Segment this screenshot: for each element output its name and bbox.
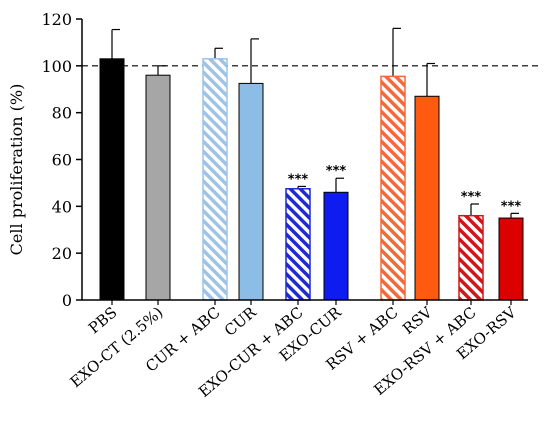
bar-cur-abc <box>202 58 228 301</box>
category-label-pbs: PBS <box>85 303 121 337</box>
y-tick-label: 40 <box>52 197 72 216</box>
category-label-cur: CUR <box>221 303 260 340</box>
bar-exo-rsv-abc <box>458 214 484 301</box>
category-label-rsv: RSV <box>399 303 436 338</box>
significance-exo-cur: *** <box>326 164 347 179</box>
bar-rsv-abc <box>380 75 406 301</box>
bar-pbs <box>99 58 125 301</box>
significance-exo-rsv-abc: *** <box>461 190 482 205</box>
y-tick-label: 60 <box>52 151 72 170</box>
bars: *** *** *** *** <box>99 27 524 301</box>
bar-exo-rsv <box>498 217 524 301</box>
bar-exo-ct-2-5 <box>145 74 171 301</box>
bar-exo-cur-abc <box>285 188 311 301</box>
y-axis-title: Cell proliferation (%) <box>7 84 26 256</box>
significance-exo-cur-abc: *** <box>288 172 309 187</box>
y-tick-label: 100 <box>41 57 72 76</box>
y-tick-label: 20 <box>52 244 72 263</box>
bar-rsv <box>414 95 440 301</box>
significance-exo-rsv: *** <box>501 199 522 214</box>
y-tick-label: 80 <box>52 104 72 123</box>
bar-cur <box>238 82 264 301</box>
y-axis: 0 20 40 60 80 100 120 <box>41 10 83 310</box>
bar-exo-cur <box>323 191 349 301</box>
y-tick-label: 0 <box>62 291 72 310</box>
y-tick-label: 120 <box>41 10 72 29</box>
